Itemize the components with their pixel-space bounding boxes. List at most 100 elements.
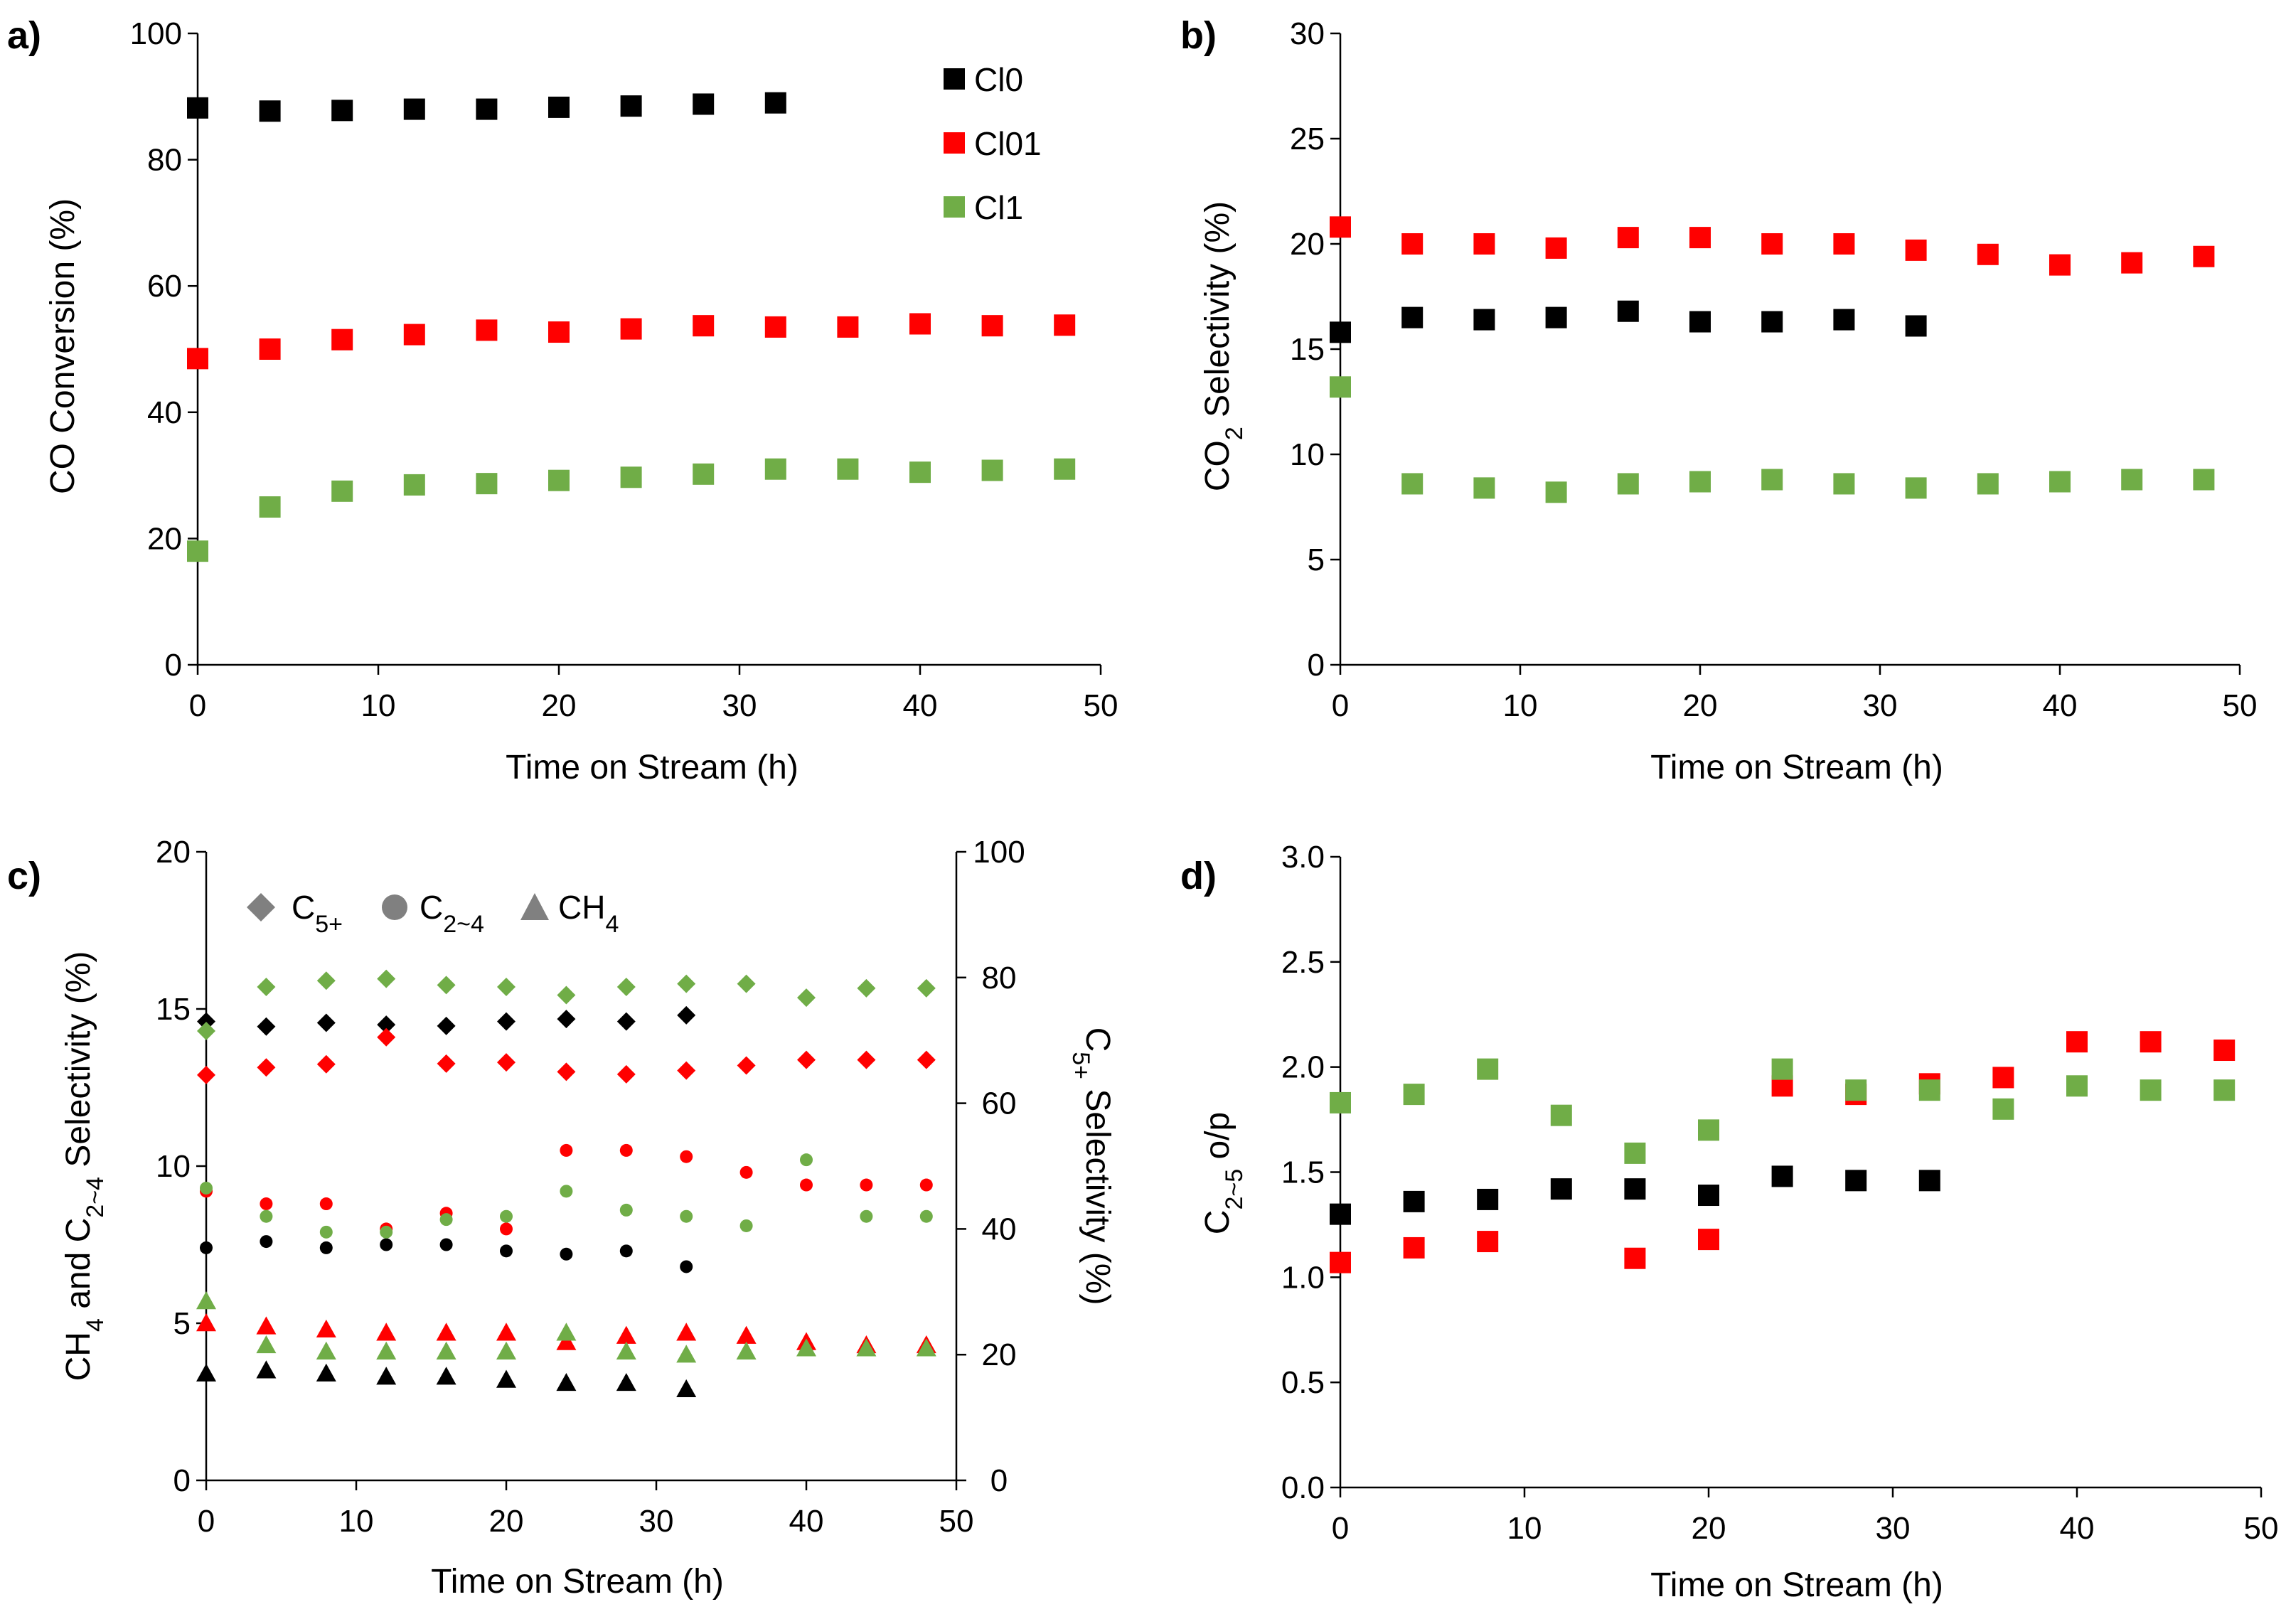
data-point	[548, 321, 570, 343]
y2-tick-label: 80	[982, 961, 1017, 995]
data-point	[1403, 1084, 1425, 1106]
data-point	[376, 1367, 397, 1385]
data-point	[619, 1244, 633, 1258]
data-point	[403, 324, 425, 346]
x-tick-label: 30	[722, 688, 757, 723]
data-point	[556, 1323, 577, 1341]
data-point	[680, 1150, 693, 1163]
x-tick-label: 10	[1503, 688, 1538, 723]
data-point	[1698, 1119, 1719, 1141]
data-point	[1624, 1178, 1646, 1200]
panel-b-xlabel: Time on Stream (h)	[1650, 749, 1943, 786]
x-tick-label: 0	[189, 688, 206, 723]
data-point	[1473, 309, 1495, 331]
x-tick-label: 20	[1692, 1511, 1726, 1546]
data-point	[257, 978, 276, 997]
panel-d-label: d)	[1180, 855, 1217, 897]
data-point	[737, 1056, 756, 1075]
data-point	[316, 1013, 336, 1032]
data-point	[1698, 1229, 1719, 1251]
data-point	[800, 1178, 813, 1192]
data-point	[380, 1225, 393, 1239]
data-point	[331, 328, 353, 351]
y-tick-label: 5	[1308, 543, 1325, 577]
data-point	[764, 316, 786, 338]
series-cl0	[1330, 300, 1927, 343]
data-point	[560, 1247, 573, 1261]
panel-d-plot-area: 0 10 20 30 40 50 0.0 0.5 1.0 1.5 2.0 2.5 3.0	[1281, 840, 2279, 1546]
data-point	[1905, 315, 1927, 337]
data-point	[1977, 473, 1999, 495]
y2-tick-label: 100	[973, 835, 1025, 870]
panel-a-ylabel: CO Conversion (%)	[44, 198, 82, 494]
data-point	[677, 974, 696, 993]
x-tick-label: 30	[1863, 688, 1898, 723]
data-point	[796, 1338, 816, 1357]
data-point	[909, 313, 931, 335]
y-tick-label: 15	[156, 992, 191, 1027]
legend-marker-cl01	[944, 132, 965, 154]
data-point	[2193, 469, 2215, 491]
y-tick-label: 20	[147, 521, 182, 556]
data-point	[917, 978, 936, 998]
data-point	[619, 1203, 633, 1217]
data-point	[500, 1222, 513, 1236]
data-point	[1473, 477, 1495, 499]
data-point	[616, 978, 636, 997]
panel-c-y2label: C5+ Selectivity (%)	[1067, 1027, 1116, 1305]
data-point	[1617, 473, 1639, 495]
data-point	[497, 1012, 516, 1031]
data-point	[557, 985, 576, 1005]
data-point	[857, 978, 876, 998]
data-point	[1689, 311, 1711, 333]
y-tick-label: 0.0	[1281, 1470, 1325, 1505]
x-tick-label: 10	[339, 1504, 374, 1539]
series-cl0-c2-4	[200, 1235, 693, 1273]
x-tick-label: 0	[1332, 1511, 1349, 1546]
legend-marker-c5plus	[247, 893, 275, 921]
data-point	[500, 1244, 513, 1258]
data-point	[377, 969, 396, 988]
x-tick-label: 20	[489, 1504, 524, 1539]
data-point	[259, 496, 281, 518]
data-point	[1761, 311, 1783, 333]
data-point	[439, 1238, 453, 1251]
data-point	[319, 1225, 333, 1239]
data-point	[2121, 252, 2143, 274]
data-point	[197, 1065, 215, 1084]
y-tick-label: 10	[1290, 437, 1325, 472]
data-point	[316, 971, 336, 990]
y-tick-label: 2.0	[1281, 1050, 1325, 1085]
x-tick-label: 40	[2060, 1511, 2095, 1546]
data-point	[2049, 471, 2071, 493]
data-point	[860, 1178, 873, 1192]
data-point	[1833, 473, 1855, 495]
data-point	[439, 1213, 453, 1227]
series-cl0	[1330, 1165, 1940, 1225]
y-tick-label: 100	[130, 16, 182, 51]
data-point	[319, 1197, 333, 1211]
data-point	[2066, 1075, 2088, 1097]
y-tick-label: 0.5	[1281, 1365, 1325, 1400]
x-tick-label: 20	[542, 688, 577, 723]
data-point	[736, 1341, 757, 1359]
data-point	[257, 1058, 276, 1077]
panel-b-plot-area: 0 10 20 30 40 50 0 5 10 15 20 25 30	[1290, 16, 2257, 723]
data-point	[260, 1209, 273, 1223]
data-point	[187, 540, 208, 562]
data-point	[187, 97, 208, 119]
data-point	[797, 988, 816, 1008]
legend-marker-cl0	[944, 68, 965, 90]
data-point	[800, 1153, 813, 1167]
data-point	[916, 1338, 936, 1357]
data-point	[1833, 233, 1855, 255]
data-point	[764, 92, 786, 114]
data-point	[497, 978, 516, 997]
data-point	[919, 1209, 933, 1223]
data-point	[2213, 1079, 2236, 1101]
data-point	[2140, 1031, 2162, 1053]
data-point	[2121, 469, 2143, 491]
data-point	[1550, 1178, 1572, 1200]
data-point	[1992, 1067, 2014, 1089]
